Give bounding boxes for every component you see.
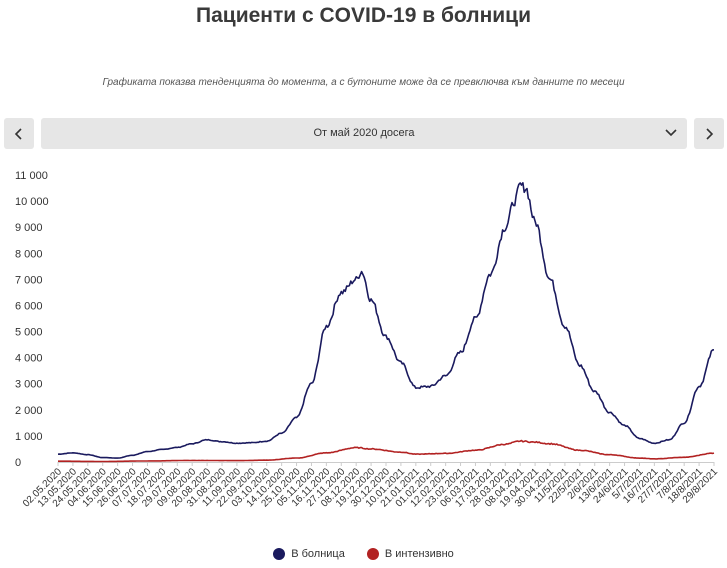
y-tick-label: 9 000 [15,222,43,234]
chevron-left-icon [14,127,22,140]
legend-item-hospital[interactable]: В болница [273,548,345,560]
chart-subtitle: Графиката показва тенденцията до момента… [102,77,625,88]
y-tick-label: 10 000 [15,196,49,208]
legend-marker-icu [366,548,379,560]
y-tick-label: 1 000 [15,431,43,443]
y-tick-label: 11 000 [15,170,48,182]
y-tick-label: 4 000 [15,353,43,365]
chart-legend: В болница В интензивно [0,548,727,560]
line-chart: 0 1 000 2 000 3 000 4 000 5 000 6 000 7 000 8 00… [15,170,720,510]
page-title: Пациенти с COVID-19 в болници [196,4,531,27]
series-line-hospital [57,182,715,459]
legend-marker-hospital [273,548,286,560]
chevron-down-icon [665,129,677,137]
legend-item-icu[interactable]: В интензивно [366,548,454,560]
chevron-right-icon [706,127,714,140]
period-select-value: От май 2020 досега [313,127,415,139]
legend-label-icu: В интензивно [384,548,454,560]
y-tick-label: 6 000 [15,300,43,312]
series-line-icu [58,439,715,463]
y-tick-label: 3 000 [15,379,43,391]
y-tick-label: 8 000 [15,248,43,260]
y-tick-label: 5 000 [15,327,43,339]
next-period-button[interactable] [694,118,724,149]
legend-label-hospital: В болница [291,548,345,560]
y-tick-label: 0 [15,457,21,469]
prev-period-button[interactable] [4,118,34,149]
y-tick-label: 7 000 [15,274,43,286]
period-select[interactable]: От май 2020 досега [41,118,687,149]
y-tick-label: 2 000 [15,405,43,417]
